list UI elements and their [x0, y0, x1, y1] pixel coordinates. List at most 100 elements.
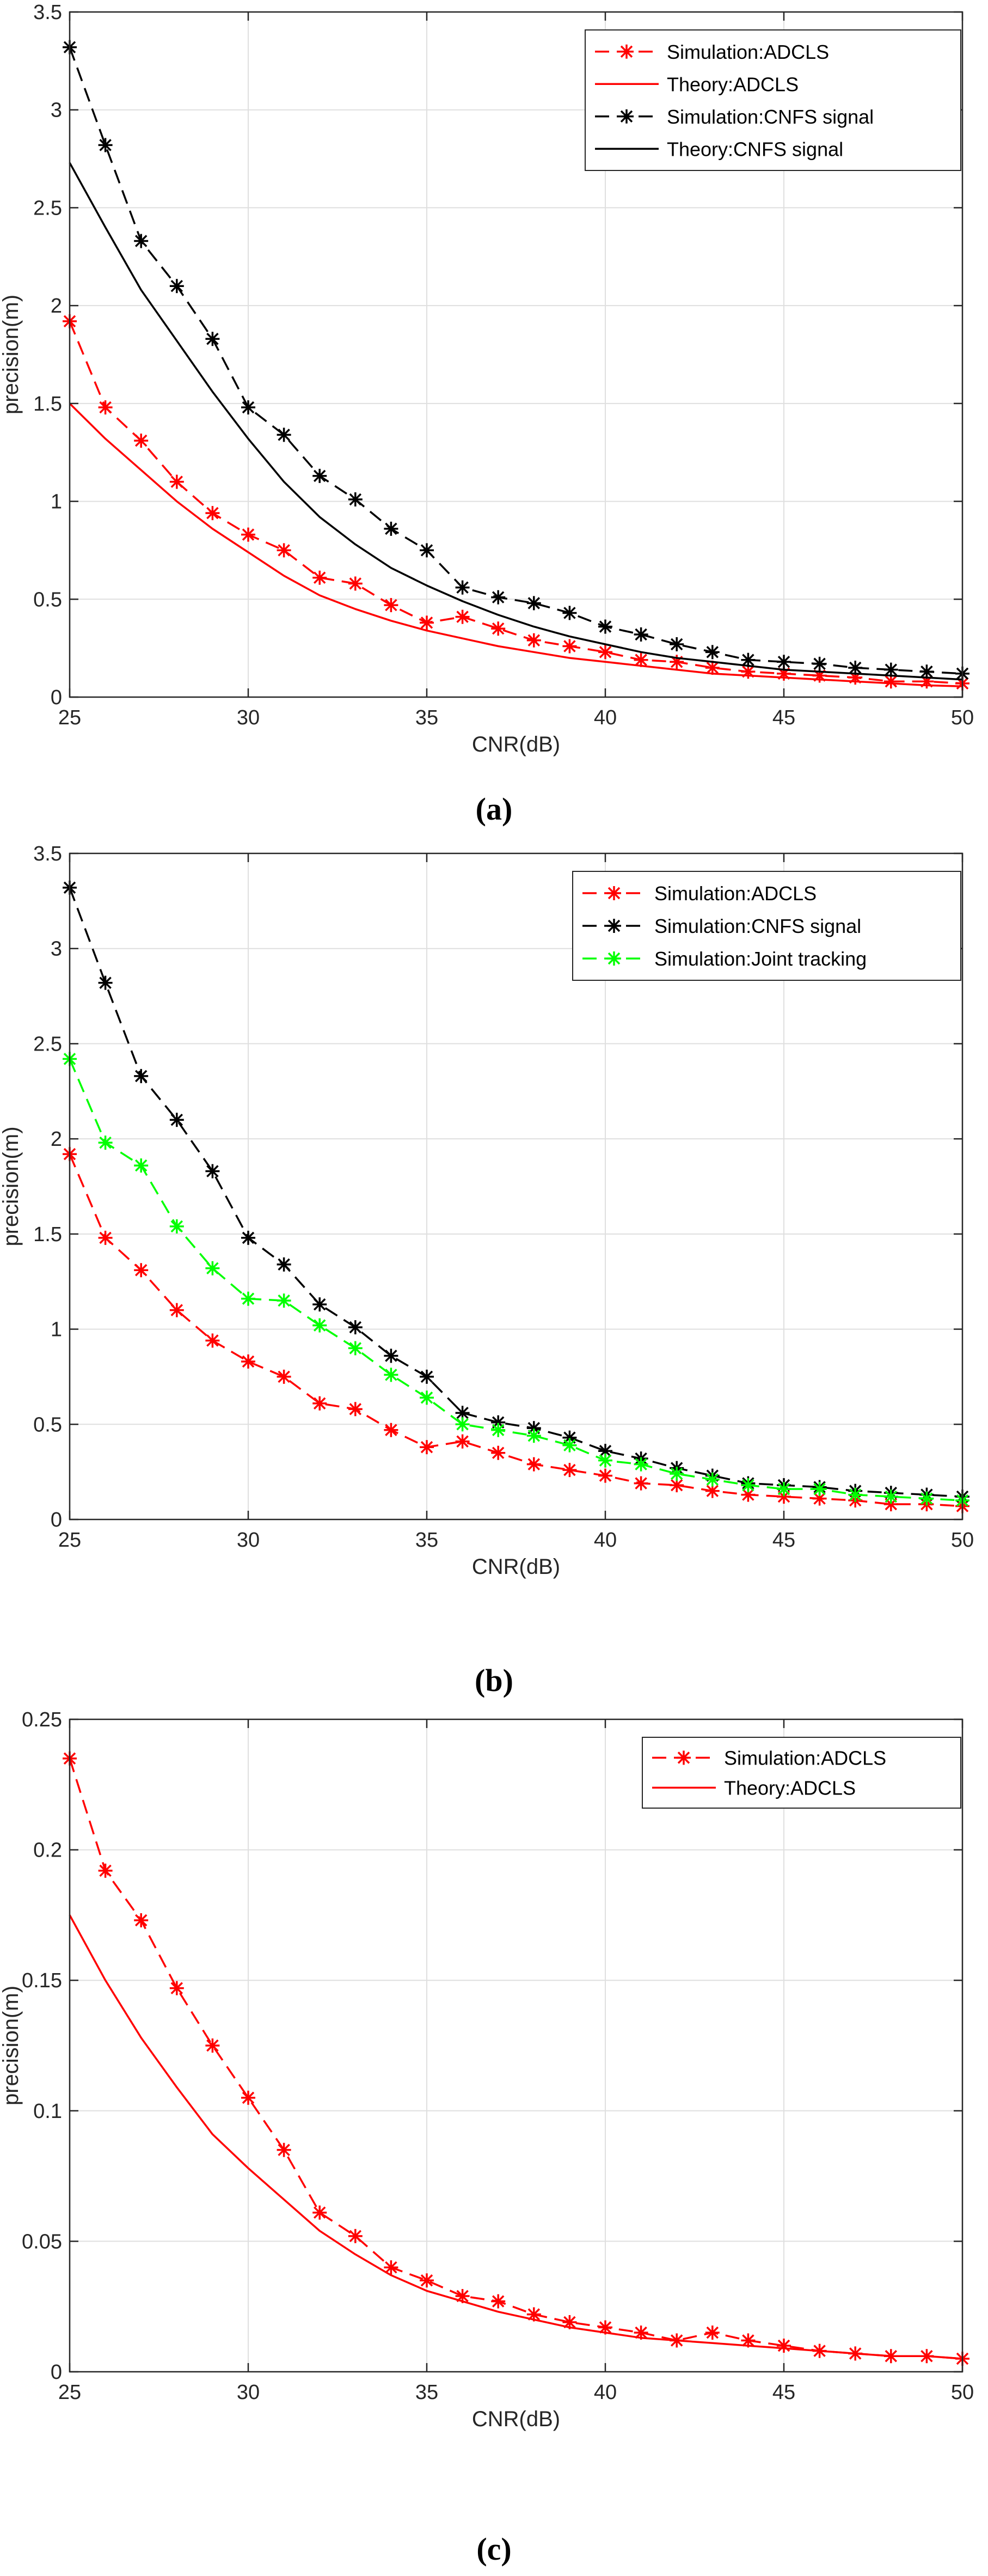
data-point: [705, 2325, 720, 2340]
data-point: [705, 645, 720, 660]
data-point: [598, 1453, 612, 1468]
data-point: [134, 1263, 149, 1278]
data-point: [777, 655, 791, 669]
data-point: [348, 492, 363, 506]
x-tick-label: 40: [594, 1529, 617, 1552]
x-tick-label: 35: [415, 1529, 438, 1552]
x-tick-label: 40: [594, 706, 617, 729]
data-point: [169, 474, 184, 489]
legend-marker: [677, 1750, 691, 1765]
data-point: [312, 570, 327, 585]
data-point: [134, 1069, 149, 1083]
data-point: [812, 656, 827, 671]
data-point: [420, 1440, 434, 1455]
legend-item: Simulation:ADCLS: [595, 41, 829, 63]
x-axis-label: CNR(dB): [472, 2407, 560, 2431]
data-point: [312, 1318, 327, 1333]
x-axis-label: CNR(dB): [472, 1555, 560, 1579]
data-point: [384, 1348, 398, 1363]
data-point: [420, 543, 434, 558]
data-point: [277, 543, 291, 558]
y-axis-label: precision(m): [0, 1986, 23, 2105]
data-point: [491, 1423, 506, 1437]
y-tick-label: 0.25: [22, 1708, 62, 1731]
data-point: [526, 1457, 541, 1472]
data-point: [670, 637, 684, 651]
data-point: [491, 590, 506, 605]
data-point: [883, 674, 898, 689]
data-point: [277, 428, 291, 442]
legend-item: Simulation:CNFS signal: [595, 106, 874, 128]
data-point: [277, 2142, 291, 2157]
data-point: [919, 1491, 934, 1506]
data-point: [98, 1230, 113, 1245]
x-tick-label: 30: [237, 2381, 260, 2404]
plot-area: [70, 1719, 962, 2372]
y-tick-label: 0.1: [33, 2100, 62, 2123]
chart-panel-b: 25 30 35 40 45 50 0 0.5 1 1.5 2 2.5 3 3.5 CNR(dB) preci…: [0, 843, 974, 1698]
data-point: [883, 662, 898, 677]
legend-marker: [607, 951, 621, 966]
y-tick-label: 0.5: [33, 588, 62, 611]
data-point: [384, 2260, 398, 2275]
data-point: [634, 1476, 648, 1491]
legend-marker: [607, 919, 621, 933]
legend: Simulation:ADCLS Theory:ADCLS Simulation:C…: [585, 29, 961, 171]
legend-item: Theory:CNFS signal: [595, 138, 843, 160]
data-point: [134, 1913, 149, 1927]
y-tick-label: 3.5: [33, 1, 62, 24]
series-line-theory-adcls: [69, 1914, 963, 2360]
data-point: [205, 1261, 220, 1275]
y-tick-label: 0.05: [22, 2230, 62, 2253]
y-axis-label: precision(m): [0, 1126, 23, 1246]
data-point: [384, 521, 398, 536]
data-point: [455, 580, 470, 595]
data-point: [455, 1417, 470, 1432]
data-point: [491, 2294, 506, 2309]
data-point: [241, 400, 255, 415]
legend-label: Simulation:CNFS signal: [667, 106, 874, 128]
y-tick-label: 0.5: [33, 1413, 62, 1436]
data-point: [241, 527, 255, 542]
data-point: [277, 1257, 291, 1272]
data-point: [277, 1293, 291, 1308]
series-theory-adcls: [69, 1914, 963, 2360]
chart-panel-a: 25 30 35 40 45 50 0 0.5 1 1.5 2 2.5 3 3.5 CNR(dB) preci…: [0, 1, 974, 827]
y-tick-label: 3: [51, 99, 62, 122]
data-point: [241, 1230, 255, 1245]
data-point: [348, 1320, 363, 1335]
legend-label: Simulation:CNFS signal: [654, 915, 861, 937]
data-point: [634, 1457, 648, 1472]
data-point: [598, 1444, 612, 1458]
legend: Simulation:ADCLS Simulation:CNFS signal Si…: [572, 871, 961, 981]
y-tick-label: 0.2: [33, 1839, 62, 1862]
data-point: [741, 652, 756, 667]
data-point: [169, 1981, 184, 1995]
x-tick-label: 50: [951, 706, 974, 729]
legend-label: Simulation:ADCLS: [724, 1747, 886, 1769]
legend-label: Simulation:ADCLS: [654, 882, 817, 905]
x-tick-label: 25: [58, 1529, 81, 1552]
data-point: [169, 1113, 184, 1127]
y-tick-label: 2.5: [33, 197, 62, 219]
data-point: [598, 2320, 612, 2335]
y-axis-label: precision(m): [0, 295, 23, 414]
y-tick-label: 2: [51, 295, 62, 318]
x-tick-label: 50: [951, 1529, 974, 1552]
data-point: [384, 1423, 398, 1437]
x-tick-label: 50: [951, 2381, 974, 2404]
legend-box: [585, 29, 961, 171]
x-tick-label: 35: [415, 706, 438, 729]
data-point: [312, 468, 327, 483]
data-point: [348, 1341, 363, 1356]
panel-caption: (c): [476, 2531, 511, 2567]
legend-item: Theory:ADCLS: [652, 1777, 856, 1799]
x-tick-label: 45: [772, 2381, 795, 2404]
x-tick-label: 35: [415, 2381, 438, 2404]
legend-marker: [607, 886, 621, 900]
data-point: [777, 2339, 791, 2353]
series-theory-cnfs-signal: [69, 162, 963, 681]
data-point: [741, 1478, 756, 1493]
data-point: [348, 2229, 363, 2243]
x-tick-label: 40: [594, 2381, 617, 2404]
